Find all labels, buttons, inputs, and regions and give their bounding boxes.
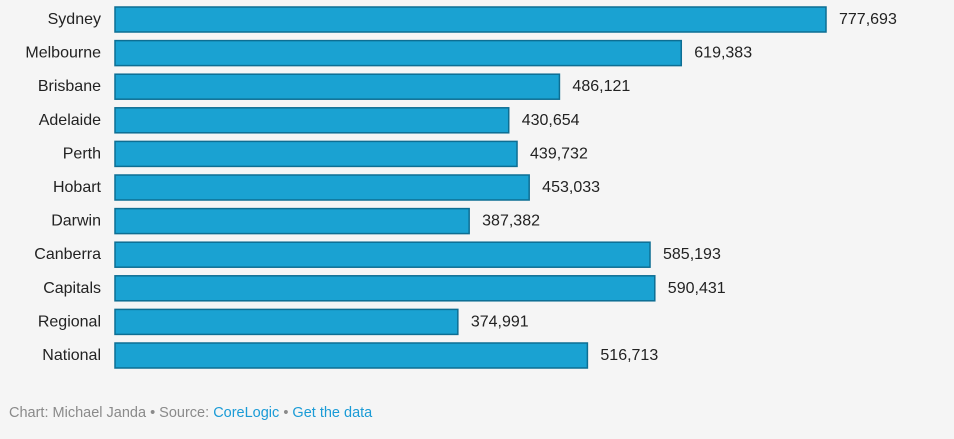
footer-separator-2: • xyxy=(283,405,289,421)
category-label-sydney: Sydney xyxy=(48,11,101,28)
value-label-brisbane: 486,121 xyxy=(572,78,630,95)
category-label-national: National xyxy=(42,347,101,364)
category-label-melbourne: Melbourne xyxy=(25,45,101,62)
footer-separator: • xyxy=(150,405,156,421)
bar-darwin[interactable] xyxy=(114,207,470,235)
value-label-hobart: 453,033 xyxy=(542,179,600,196)
bar-perth[interactable] xyxy=(114,140,518,168)
value-label-darwin: 387,382 xyxy=(482,213,540,230)
bar-canberra[interactable] xyxy=(114,241,651,268)
bar-sydney[interactable] xyxy=(114,6,827,33)
chart-footer: Chart: Michael Janda • Source: CoreLogic… xyxy=(9,405,372,421)
value-label-melbourne: 619,383 xyxy=(694,45,752,62)
value-label-canberra: 585,193 xyxy=(663,246,721,263)
source-link[interactable]: CoreLogic xyxy=(213,405,280,421)
value-label-capitals: 590,431 xyxy=(668,280,726,297)
footer-chart-prefix: Chart: xyxy=(9,405,49,421)
value-label-perth: 439,732 xyxy=(530,145,588,162)
category-label-darwin: Darwin xyxy=(51,213,101,230)
get-the-data-link[interactable]: Get the data xyxy=(292,405,373,421)
category-label-brisbane: Brisbane xyxy=(38,78,101,95)
footer-source-prefix: Source: xyxy=(159,405,210,421)
category-label-adelaide: Adelaide xyxy=(39,112,101,129)
bar-hobart[interactable] xyxy=(114,174,530,201)
footer-author: Michael Janda xyxy=(52,405,147,421)
category-label-hobart: Hobart xyxy=(53,179,102,196)
value-label-adelaide: 430,654 xyxy=(522,112,580,129)
bar-capitals[interactable] xyxy=(114,275,656,302)
value-label-sydney: 777,693 xyxy=(839,11,897,28)
bar-chart: Sydney 777,693 Melbourne 619,383 Brisbane 486… xyxy=(25,6,897,369)
bar-brisbane[interactable] xyxy=(114,73,561,100)
value-label-national: 516,713 xyxy=(600,347,658,364)
bar-melbourne[interactable] xyxy=(114,39,683,67)
bar-national[interactable] xyxy=(114,342,589,369)
value-label-regional: 374,991 xyxy=(471,313,529,330)
bar-regional[interactable] xyxy=(114,308,459,336)
category-label-regional: Regional xyxy=(38,313,101,330)
category-label-canberra: Canberra xyxy=(34,246,101,263)
bar-adelaide[interactable] xyxy=(114,107,510,134)
category-label-perth: Perth xyxy=(63,145,101,162)
category-label-capitals: Capitals xyxy=(43,280,101,297)
